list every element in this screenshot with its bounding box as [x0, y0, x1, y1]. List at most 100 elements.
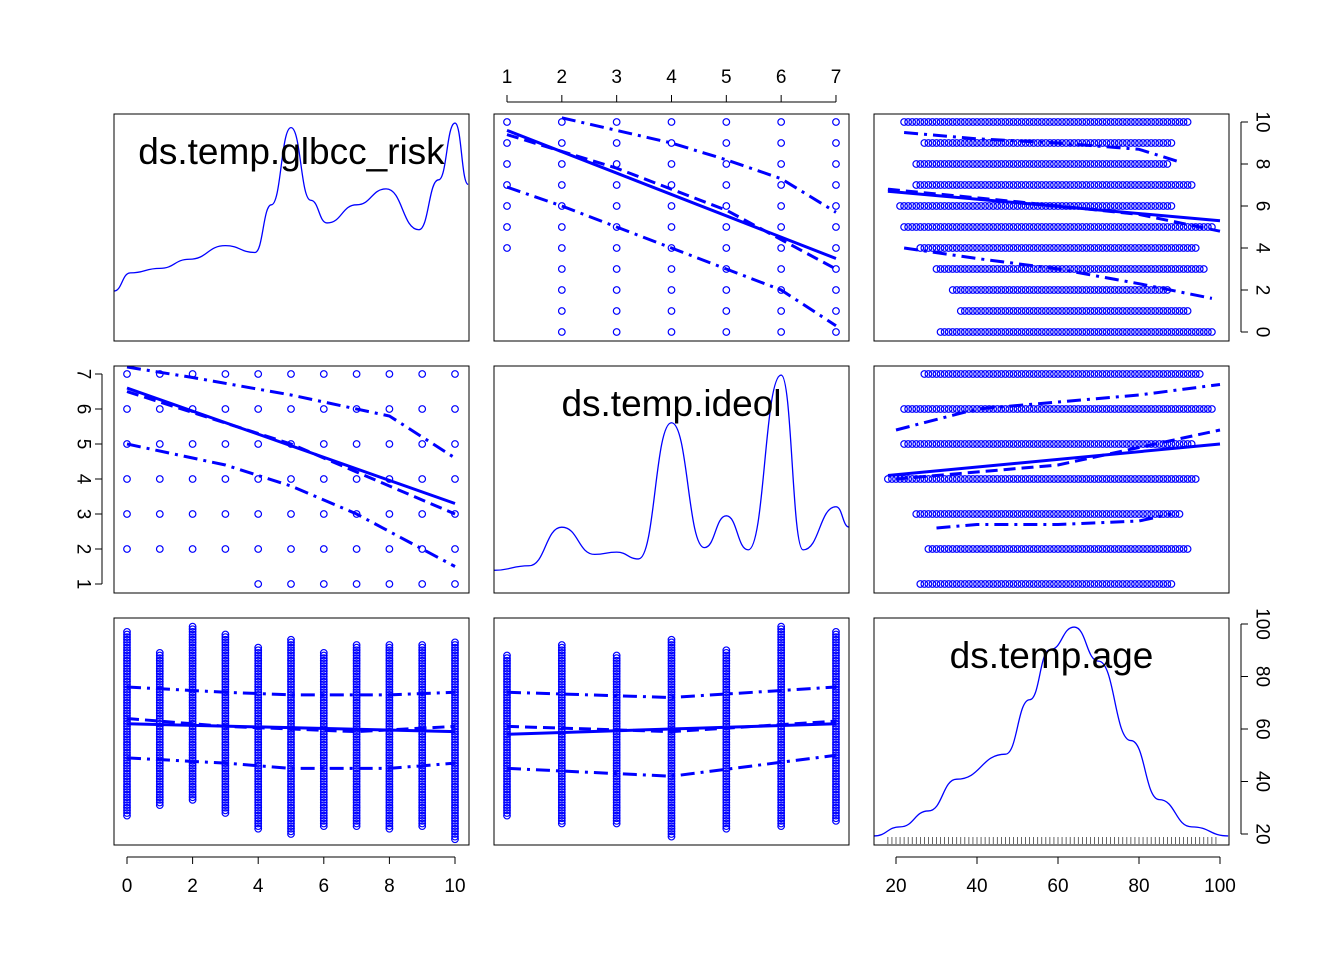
data-point: [1106, 244, 1115, 252]
data-point: [503, 714, 511, 723]
data-point: [1139, 181, 1147, 189]
data-point: [832, 651, 840, 660]
data-point: [123, 803, 131, 812]
data-point: [418, 740, 427, 749]
data-point: [722, 677, 731, 686]
data-point: [254, 806, 263, 815]
data-point: [612, 793, 621, 802]
data-point: [1155, 286, 1164, 294]
data-point: [1037, 223, 1046, 231]
scatter-panel-0-1: [503, 116, 840, 336]
data-point: [188, 727, 197, 736]
data-point: [1139, 223, 1147, 231]
data-point: [1050, 307, 1058, 315]
data-point: [973, 328, 981, 336]
data-point: [1106, 328, 1115, 336]
data-point: [188, 656, 197, 665]
data-point: [1114, 181, 1123, 189]
data-point: [777, 265, 786, 273]
data-point: [1041, 580, 1050, 588]
data-point: [1058, 244, 1066, 252]
data-point: [1050, 181, 1058, 189]
data-point: [221, 793, 230, 802]
data-point: [977, 181, 985, 189]
data-point: [973, 370, 981, 378]
data-point: [1090, 307, 1099, 315]
data-point: [1187, 181, 1196, 189]
data-point: [451, 646, 459, 655]
data-point: [832, 643, 840, 652]
data-point: [155, 785, 164, 794]
data-point: [352, 709, 361, 718]
data-point: [1086, 160, 1095, 168]
data-point: [352, 777, 361, 786]
data-point: [1171, 510, 1180, 518]
data-point: [722, 683, 731, 691]
data-point: [1058, 580, 1066, 588]
data-point: [503, 777, 511, 786]
data-point: [1167, 370, 1176, 378]
data-point: [1017, 580, 1026, 588]
data-point: [254, 790, 263, 799]
data-point: [1058, 510, 1066, 518]
data-point: [956, 510, 965, 518]
data-point: [928, 181, 937, 189]
data-point: [1033, 223, 1042, 231]
data-point: [1029, 510, 1038, 518]
data-point: [612, 698, 621, 707]
data-point: [418, 641, 427, 649]
data-point: [667, 654, 676, 663]
data-point: [832, 706, 840, 715]
data-point: [1094, 118, 1103, 126]
data-point: [1017, 181, 1026, 189]
data-point: [965, 265, 973, 273]
data-point: [832, 732, 840, 741]
data-point: [451, 811, 459, 820]
data-point: [952, 265, 961, 273]
data-point: [973, 160, 981, 168]
data-point: [832, 735, 840, 744]
data-point: [287, 580, 295, 588]
data-point: [221, 774, 230, 783]
data-point: [997, 510, 1006, 518]
data-point: [1114, 475, 1123, 483]
data-point: [287, 793, 295, 802]
data-point: [924, 580, 933, 588]
data-point: [777, 672, 786, 681]
data-point: [221, 714, 230, 723]
data-point: [612, 711, 621, 720]
data-point: [1102, 307, 1111, 315]
data-point: [1074, 545, 1083, 553]
data-point: [1126, 223, 1135, 231]
data-point: [832, 795, 840, 804]
data-point: [932, 510, 941, 518]
data-point: [952, 545, 961, 553]
data-point: [557, 641, 566, 649]
data-point: [123, 648, 131, 657]
data-point: [123, 743, 131, 752]
data-point: [385, 545, 394, 553]
data-point: [667, 774, 676, 783]
data-point: [965, 244, 973, 252]
data-point: [1001, 580, 1010, 588]
data-point: [981, 160, 989, 168]
data-point: [557, 780, 566, 789]
data-point: [940, 160, 949, 168]
data-point: [254, 651, 263, 660]
data-point: [1058, 223, 1066, 231]
data-point: [667, 743, 676, 752]
data-point: [1143, 307, 1151, 315]
data-point: [722, 659, 731, 668]
data-point: [973, 139, 981, 147]
data-point: [123, 405, 131, 413]
data-point: [924, 370, 933, 378]
data-point: [221, 667, 230, 676]
data-point: [832, 798, 840, 807]
data-point: [932, 202, 941, 210]
data-point: [188, 759, 197, 768]
data-point: [451, 816, 459, 825]
data-point: [1179, 370, 1188, 378]
data-point: [832, 656, 840, 665]
data-point: [1135, 202, 1143, 210]
data-point: [418, 370, 427, 378]
